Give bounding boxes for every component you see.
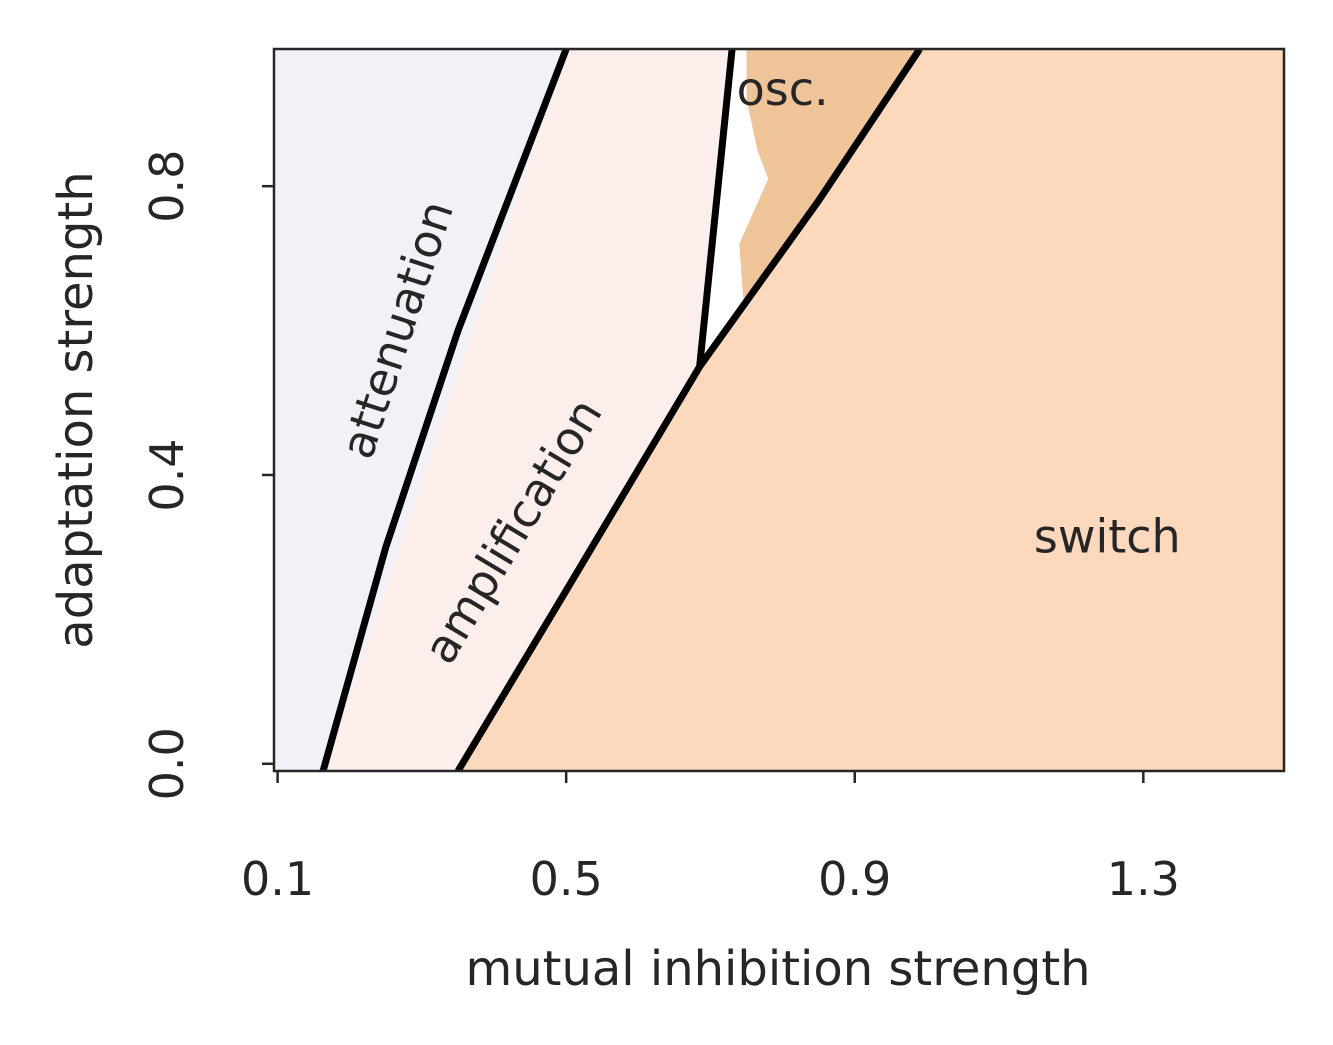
boundary-attenuation-amplification bbox=[319, 49, 570, 771]
y-axis: 0.0 0.4 0.8 bbox=[140, 150, 274, 800]
plot-frame bbox=[272, 47, 1286, 773]
x-tick-label: 0.5 bbox=[530, 852, 603, 906]
x-axis: 0.1 0.5 0.9 1.3 bbox=[241, 771, 1180, 906]
y-tick-label: 0.4 bbox=[140, 438, 194, 511]
region-amplification bbox=[323, 49, 733, 771]
y-tick-label: 0.8 bbox=[140, 150, 194, 223]
regions-layer bbox=[274, 49, 1284, 771]
x-axis-label: mutual inhibition strength bbox=[465, 941, 1090, 997]
x-tick-label: 1.3 bbox=[1107, 852, 1180, 906]
x-tick-label: 0.9 bbox=[818, 852, 891, 906]
region-switch bbox=[458, 49, 1284, 771]
boundaries-layer bbox=[319, 49, 923, 771]
region-label-4: switch bbox=[1034, 510, 1181, 564]
region-label-3: osc. bbox=[737, 62, 829, 116]
y-axis-label: adaptation strength bbox=[48, 171, 104, 648]
x-tick-label: 0.1 bbox=[241, 852, 314, 906]
y-tick-label: 0.0 bbox=[140, 727, 194, 800]
boundary-amplification-oscillation bbox=[696, 49, 736, 368]
